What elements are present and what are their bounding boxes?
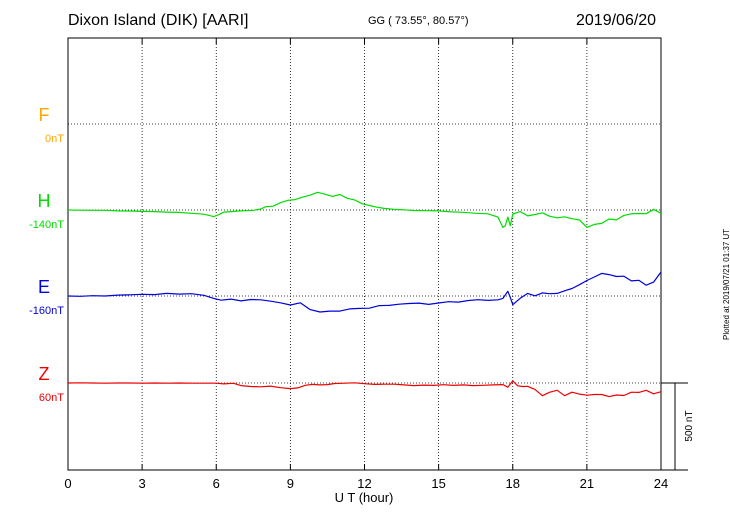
x-axis-label: U T (hour) [335, 490, 394, 505]
series-line-e [67, 271, 662, 313]
chart-title: Dixon Island (DIK) [AARI] [68, 12, 249, 29]
x-tick-label: 6 [213, 476, 220, 491]
plotted-timestamp: Plotted at 2019/07/21 01:37 UT [722, 228, 730, 340]
x-tick-label: 0 [64, 476, 71, 491]
series-name-e: E [38, 277, 50, 297]
scale-bar: 500 nT [661, 382, 695, 471]
series-baseline-e: -160nT [29, 305, 64, 317]
x-tick-label: 21 [580, 476, 594, 491]
x-axis-ticks: 0 3 6 9 12 15 18 21 24 [64, 38, 668, 491]
series-labels: F 0nT H -140nT E -160nT Z 60nT [29, 105, 64, 404]
series-name-h: H [38, 191, 51, 211]
series-baseline-f: 0nT [45, 133, 64, 145]
series-line-h [67, 191, 662, 228]
scale-bar-label: 500 nT [684, 410, 695, 441]
x-tick-label: 12 [357, 476, 371, 491]
series-layer [67, 191, 662, 398]
series-name-z: Z [39, 364, 50, 384]
series-line-z [67, 380, 662, 398]
x-tick-label: 3 [139, 476, 146, 491]
series-baseline-h: -140nT [29, 219, 64, 231]
series-baseline-z: 60nT [39, 392, 64, 404]
grid [68, 38, 661, 470]
x-tick-label: 9 [287, 476, 294, 491]
series-name-f: F [39, 105, 50, 125]
x-tick-label: 18 [506, 476, 520, 491]
chart-date: 2019/06/20 [576, 12, 657, 29]
x-tick-label: 24 [654, 476, 668, 491]
x-tick-label: 15 [431, 476, 445, 491]
station-coordinates: GG ( 73.55°, 80.57°) [368, 15, 469, 27]
